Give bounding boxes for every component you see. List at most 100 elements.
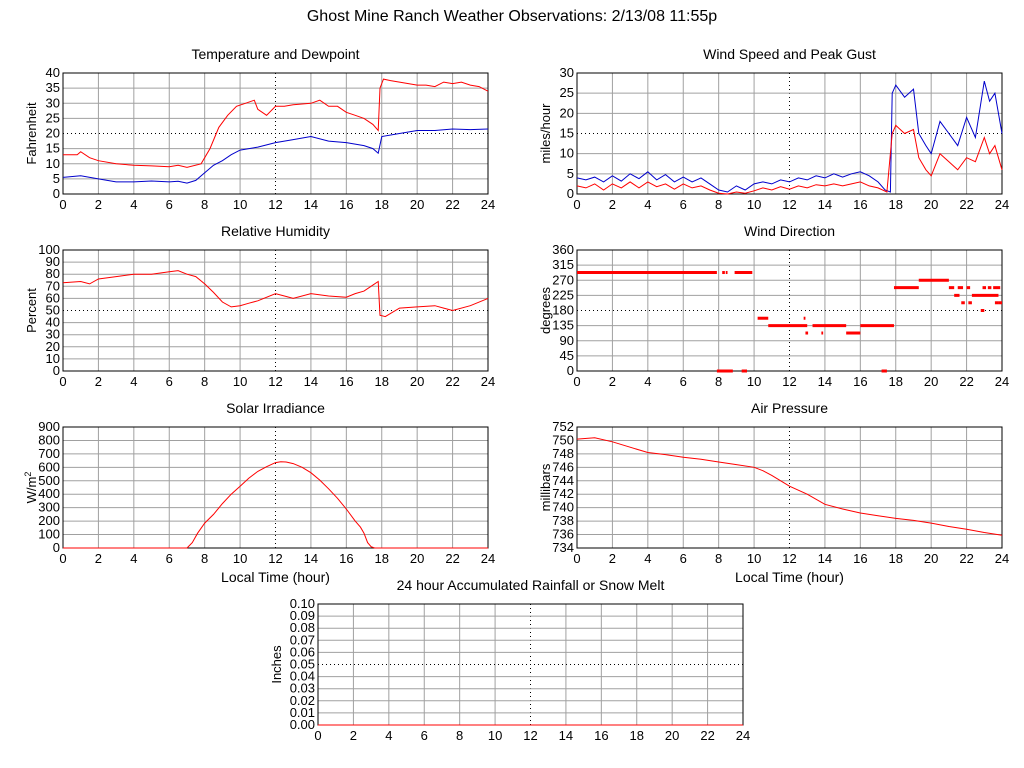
humidity-ytick-label: 80 <box>46 266 60 281</box>
humidity-ytick-label: 100 <box>38 242 60 257</box>
wind-ytick-label: 5 <box>567 166 574 181</box>
solar-ytick-label: 800 <box>38 432 60 447</box>
humidity-chart: 0 2 4 6 8 10 12 14 16 18 20 22 240102030405060708090… <box>24 223 495 389</box>
direction-ytick-label: 315 <box>552 257 574 272</box>
pressure-xtick-label: 12 <box>782 551 796 566</box>
solar-ytick-label: 0 <box>53 540 60 555</box>
temp-ytick-label: 30 <box>46 95 60 110</box>
rain-xtick-label: 12 <box>523 728 537 743</box>
temp-ytick-label: 20 <box>46 126 60 141</box>
rain-ytick-label: 0.09 <box>290 608 315 623</box>
temp-ytick-label: 0 <box>53 186 60 201</box>
rain-xtick-label: 20 <box>665 728 679 743</box>
solar-xtick-label: 2 <box>95 551 102 566</box>
wind-xtick-label: 2 <box>609 197 616 212</box>
humidity-xtick-label: 6 <box>166 374 173 389</box>
wind-ytick-label: 15 <box>560 126 574 141</box>
pressure-xtick-label: 14 <box>818 551 832 566</box>
temp-xtick-label: 4 <box>130 197 137 212</box>
temp-xtick-label: 20 <box>410 197 424 212</box>
pressure-xtick-label: 22 <box>959 551 973 566</box>
temp-xtick-label: 12 <box>268 197 282 212</box>
direction-ytick-label: 135 <box>552 318 574 333</box>
humidity-ytick-label: 50 <box>46 303 60 318</box>
wind-xtick-label: 14 <box>818 197 832 212</box>
humidity-ytick-label: 60 <box>46 290 60 305</box>
pressure-frame <box>576 426 1003 549</box>
pressure-ytick-label: 736 <box>552 527 574 542</box>
direction-xtick-label: 24 <box>995 374 1009 389</box>
rain-ytick-label: 0.04 <box>290 669 315 684</box>
direction-ytick-label: 360 <box>552 242 574 257</box>
direction-xtick-label: 20 <box>924 374 938 389</box>
temp-title: Temperature and Dewpoint <box>191 46 359 62</box>
solar-xtick-label: 22 <box>445 551 459 566</box>
solar-xtick-label: 4 <box>130 551 137 566</box>
pressure-title: Air Pressure <box>751 400 828 416</box>
temp-series-dewpoint <box>62 128 489 184</box>
solar-xtick-label: 12 <box>268 551 282 566</box>
wind-xtick-label: 8 <box>715 197 722 212</box>
wind-ytick-label: 0 <box>567 186 574 201</box>
pressure-chart: 0 2 4 6 8 10 12 14 16 18 20 22 247347367387407427447… <box>538 400 1009 585</box>
direction-xtick-label: 14 <box>818 374 832 389</box>
direction-ytick-label: 0 <box>567 363 574 378</box>
solar-ytick-label: 900 <box>38 419 60 434</box>
rain-ytick-label: 0.07 <box>290 632 315 647</box>
wind-ytick-label: 20 <box>560 105 574 120</box>
humidity-ytick-label: 40 <box>46 315 60 330</box>
wind-xtick-label: 18 <box>889 197 903 212</box>
solar-xtick-label: 20 <box>410 551 424 566</box>
solar-xtick-label: 24 <box>481 551 495 566</box>
temp-xtick-label: 14 <box>304 197 318 212</box>
direction-xtick-label: 12 <box>782 374 796 389</box>
temp-xtick-label: 18 <box>375 197 389 212</box>
rain-ylabel: Inches <box>269 645 284 684</box>
solar-xlabel: Local Time (hour) <box>221 569 330 585</box>
rain-ytick-label: 0.03 <box>290 681 315 696</box>
rain-chart: 0 2 4 6 8 10 12 14 16 18 20 22 240.000.010.020.030.0… <box>269 577 750 743</box>
rain-xtick-label: 22 <box>700 728 714 743</box>
pressure-xtick-label: 0 <box>573 551 580 566</box>
temp-ytick-label: 40 <box>46 65 60 80</box>
rain-ytick-label: 0.05 <box>290 657 315 672</box>
temp-xtick-label: 8 <box>201 197 208 212</box>
pressure-xtick-label: 16 <box>853 551 867 566</box>
humidity-ytick-label: 90 <box>46 254 60 269</box>
direction-ytick-label: 90 <box>560 333 574 348</box>
wind-xtick-label: 0 <box>573 197 580 212</box>
temp-xtick-label: 0 <box>59 197 66 212</box>
temp-ytick-label: 15 <box>46 141 60 156</box>
solar-title: Solar Irradiance <box>226 400 325 416</box>
direction-xtick-label: 16 <box>853 374 867 389</box>
humidity-ytick-label: 30 <box>46 327 60 342</box>
humidity-series-relative-humidity <box>62 270 489 318</box>
humidity-xtick-label: 2 <box>95 374 102 389</box>
solar-ylabel: W/m2 <box>23 472 39 504</box>
temp-ytick-label: 5 <box>53 171 60 186</box>
solar-ytick-label: 500 <box>38 473 60 488</box>
pressure-ytick-label: 742 <box>552 486 574 501</box>
pressure-ytick-label: 752 <box>552 419 574 434</box>
pressure-ytick-label: 744 <box>552 473 574 488</box>
wind-xtick-label: 10 <box>747 197 761 212</box>
wind-xtick-label: 6 <box>680 197 687 212</box>
pressure-xtick-label: 6 <box>680 551 687 566</box>
wind-xtick-label: 12 <box>782 197 796 212</box>
direction-ytick-label: 225 <box>552 287 574 302</box>
solar-ytick-label: 100 <box>38 527 60 542</box>
direction-title: Wind Direction <box>744 223 835 239</box>
solar-xtick-label: 0 <box>59 551 66 566</box>
wind-title: Wind Speed and Peak Gust <box>703 46 876 62</box>
solar-xtick-label: 8 <box>201 551 208 566</box>
wind-ytick-label: 30 <box>560 65 574 80</box>
page-title: Ghost Mine Ranch Weather Observations: 2… <box>306 8 718 25</box>
rain-xtick-label: 0 <box>314 728 321 743</box>
temp-chart: 0 2 4 6 8 10 12 14 16 18 20 22 240510152025303540Tem… <box>24 46 495 212</box>
temp-ylabel: Fahrenheit <box>24 102 39 165</box>
pressure-xtick-label: 2 <box>609 551 616 566</box>
solar-xtick-label: 10 <box>233 551 247 566</box>
solar-xtick-label: 18 <box>375 551 389 566</box>
direction-ylabel: degrees <box>538 287 553 334</box>
